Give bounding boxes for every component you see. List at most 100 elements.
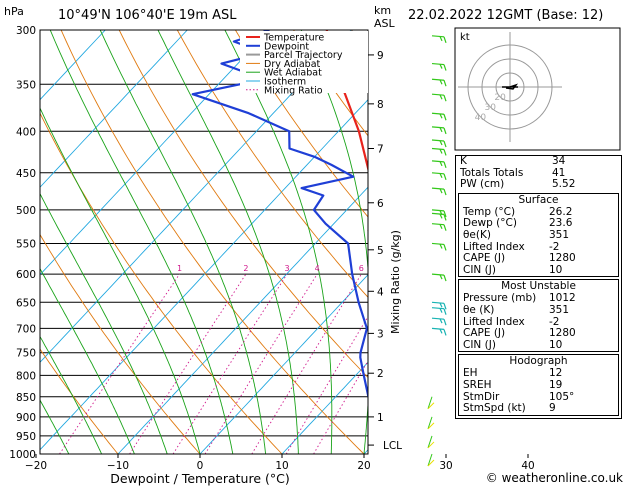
hodograph-ring-label: 20 bbox=[494, 93, 506, 103]
hodo-row: EH 12 bbox=[463, 367, 563, 380]
wind-barb bbox=[431, 93, 445, 96]
wind-barb-flag bbox=[443, 214, 447, 221]
wind-barb-flag bbox=[439, 243, 443, 249]
pressure-tick-label: 550 bbox=[16, 238, 36, 250]
wind-barb bbox=[431, 223, 445, 226]
wind-barb bbox=[431, 126, 445, 129]
wind-barb bbox=[427, 435, 433, 449]
km-tick-label: 1 bbox=[377, 412, 384, 424]
wind-barb-flag bbox=[443, 274, 447, 282]
wind-barb-flag bbox=[439, 318, 443, 324]
lcl-label: LCL bbox=[383, 440, 402, 452]
wind-barb bbox=[431, 112, 445, 115]
pressure-tick-label: 500 bbox=[16, 205, 36, 217]
km-tick-label: 2 bbox=[377, 368, 384, 380]
copyright: © weatheronline.co.uk bbox=[485, 471, 623, 485]
mixing-ratio-label: 6 bbox=[359, 264, 364, 273]
wind-barb-flag bbox=[443, 64, 447, 71]
plot-frame bbox=[39, 29, 369, 455]
wind-barb bbox=[427, 396, 433, 409]
km-tick-label: 3 bbox=[377, 328, 384, 340]
wind-barb bbox=[431, 209, 445, 212]
wind-barb-flag bbox=[443, 244, 447, 251]
dry-adiabat bbox=[40, 112, 283, 454]
wind-barb bbox=[431, 172, 445, 175]
mixing-ratio-label: 1 bbox=[177, 264, 182, 273]
wind-barb-flag bbox=[439, 148, 443, 154]
surface-row: Temp (°C) 26.2 bbox=[463, 205, 573, 218]
wind-barb-flag bbox=[439, 64, 443, 69]
wind-barb-flag bbox=[439, 113, 443, 119]
legend-label: Parcel Trajectory bbox=[264, 50, 343, 61]
isotherm bbox=[40, 99, 368, 451]
mu-row: θe (K) 351 bbox=[463, 303, 570, 316]
km-tick-label: 6 bbox=[377, 198, 384, 210]
pressure-tick-label: 900 bbox=[16, 412, 36, 424]
x-tick-label: −10 bbox=[107, 460, 129, 472]
wet-adiabat bbox=[40, 399, 70, 454]
wind-barb-flag bbox=[439, 213, 443, 219]
wind-barbs bbox=[427, 35, 447, 467]
wind-barb-flag bbox=[439, 328, 443, 334]
hodograph-ring-label: 40 bbox=[475, 113, 487, 123]
wind-barb bbox=[431, 147, 445, 151]
hodograph-unit: kt bbox=[460, 32, 470, 43]
km-tick-label: 5 bbox=[377, 245, 384, 257]
pressure-tick-label: 1000 bbox=[9, 449, 36, 461]
wind-barb bbox=[431, 307, 445, 310]
wind-barb-flag bbox=[443, 149, 447, 156]
wind-barb bbox=[431, 187, 445, 190]
wind-barb bbox=[431, 35, 445, 38]
wind-barb bbox=[431, 301, 445, 304]
mu-row: CAPE (J) 1280 bbox=[463, 327, 576, 340]
wind-barb-flag bbox=[443, 140, 447, 148]
legend-label: Wet Adiabat bbox=[264, 68, 322, 79]
wind-barb bbox=[431, 139, 445, 142]
legend-label: Dewpoint bbox=[264, 41, 309, 52]
hodograph-ring-label: 30 bbox=[485, 103, 497, 113]
km-tick-label: 4 bbox=[377, 286, 384, 298]
km-tick-label: 7 bbox=[377, 143, 384, 155]
wind-barb-flag bbox=[439, 274, 443, 280]
wind-barb bbox=[427, 416, 433, 430]
wind-barb bbox=[431, 242, 445, 246]
wind-barb-flag bbox=[443, 210, 447, 218]
x-tick-label: 10 bbox=[275, 460, 288, 472]
wind-barb-flag bbox=[443, 36, 447, 44]
wind-barb bbox=[431, 327, 445, 330]
hodograph-table-title: Hodograph bbox=[509, 355, 568, 368]
wet-adiabat bbox=[40, 267, 135, 454]
dewpoint-line bbox=[191, 30, 368, 399]
mixing-ratio-line bbox=[251, 273, 362, 454]
index-row: PW (cm) 5.52 bbox=[460, 178, 576, 191]
wind-barb-flag bbox=[443, 224, 447, 231]
dry-adiabat bbox=[235, 30, 368, 218]
isotherm bbox=[40, 30, 270, 276]
pressure-tick-label: 750 bbox=[16, 348, 36, 360]
wind-barb bbox=[431, 273, 445, 276]
wind-barb-flag bbox=[443, 80, 447, 87]
x-tick-label: 0 bbox=[197, 460, 204, 472]
wind-barb-flag bbox=[439, 188, 443, 194]
wind-barb-flag bbox=[439, 79, 443, 85]
wind-barb bbox=[427, 453, 433, 467]
mixing-ratio-label: 2 bbox=[243, 264, 248, 273]
wet-adiabat bbox=[224, 30, 333, 454]
mu-row: Pressure (mb) 1012 bbox=[463, 292, 576, 305]
surface-row: CAPE (J) 1280 bbox=[463, 252, 576, 265]
mixing-ratio-label: 4 bbox=[315, 264, 320, 273]
mixing-ratio-axis-label: Mixing Ratio (g/kg) bbox=[389, 230, 402, 334]
wind-barb-head bbox=[427, 441, 435, 449]
wind-barb-flag bbox=[439, 140, 443, 146]
wind-barb-head bbox=[427, 459, 435, 467]
isotherm bbox=[281, 361, 368, 454]
wind-barb-flag bbox=[443, 114, 447, 121]
pressure-tick-label: 800 bbox=[16, 370, 36, 382]
wind-barb-flag bbox=[443, 95, 447, 102]
wind-barb-flag bbox=[443, 308, 447, 315]
wet-adiabat bbox=[49, 30, 234, 454]
mixing-ratio-line bbox=[59, 273, 180, 454]
wet-adiabat bbox=[157, 30, 299, 454]
